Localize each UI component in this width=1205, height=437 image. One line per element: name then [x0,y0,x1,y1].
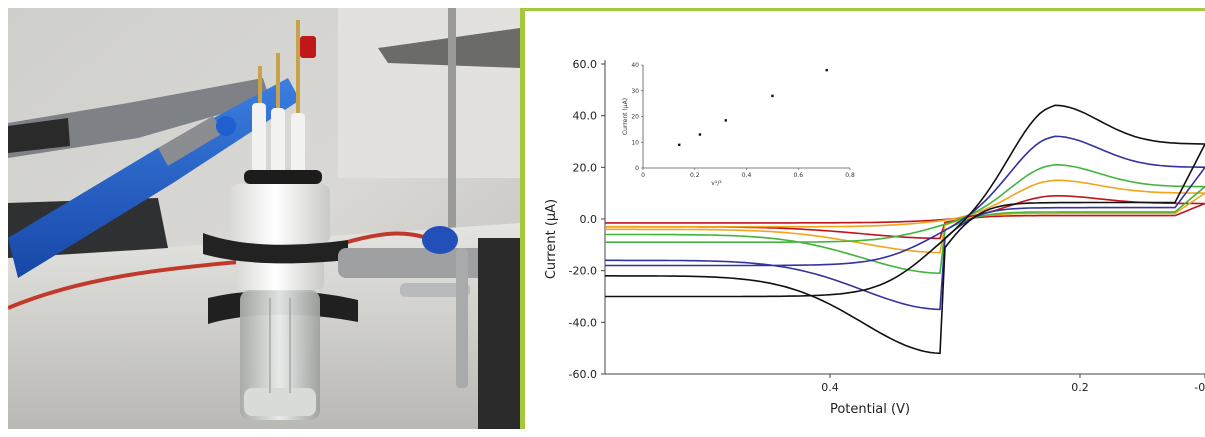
panel-top-border [525,8,1205,11]
chart-series-group [605,104,1205,355]
x-axis-title: Potential (V) [830,402,910,417]
cv-series-3 [605,163,1205,275]
inset-x-tick-label: 0 [641,172,645,179]
inset-x-tick-label: 0.8 [845,172,855,179]
inset-y-tick-label: 20 [631,114,639,121]
inset-x-axis-title: v¹/² [711,180,722,187]
inset-x-tick-label: 0.4 [742,172,752,179]
cv-series-2 [605,179,1205,254]
y-tick-label: -40.0 [569,316,597,329]
y-tick-label: -60.0 [569,368,597,381]
inset-point [698,133,702,136]
inset-scatter-plot: 0 10 20 30 40 0 0.2 0.4 0.6 0.8 Current (µA) v¹/² [622,62,855,187]
chart-axes: 60.0 40.0 20.0 0.0 -20.0 -40.0 -60.0 0.4 0.2 -0.1 [569,58,1205,394]
cv-series-4 [605,135,1205,311]
inset-point [825,68,828,72]
x-tick-label: -0.1 [1194,381,1205,394]
inset-point [771,94,774,98]
inset-y-tick-label: 30 [631,88,639,95]
y-tick-label: -20.0 [569,265,597,278]
inset-x-tick-label: 0.6 [793,172,803,179]
electrochemical-cell-photo [8,8,520,429]
inset-x-tick-label: 0.2 [690,172,700,179]
cv-series-5 [605,104,1205,355]
chart-labels: Current (µA) Potential (V) [544,199,910,417]
cv-series-1 [605,195,1205,240]
cyclic-voltammetry-chart: 60.0 40.0 20.0 0.0 -20.0 -40.0 -60.0 0.4 0.2 -0.1… [525,11,1205,429]
inset-y-tick-label: 40 [631,62,639,69]
inset-point [678,143,681,147]
y-tick-label: 20.0 [573,161,598,174]
x-tick-label: 0.2 [1071,381,1089,394]
panel-divider [520,8,525,429]
y-axis-title: Current (µA) [544,199,559,279]
inset-y-tick-label: 0 [635,165,639,172]
x-tick-label: 0.4 [821,381,839,394]
y-tick-label: 0.0 [580,213,598,226]
inset-y-tick-label: 10 [631,139,639,146]
y-tick-label: 60.0 [573,58,598,71]
y-tick-label: 40.0 [573,110,598,123]
inset-y-axis-title: Current (µA) [622,98,629,135]
inset-point [724,119,727,122]
